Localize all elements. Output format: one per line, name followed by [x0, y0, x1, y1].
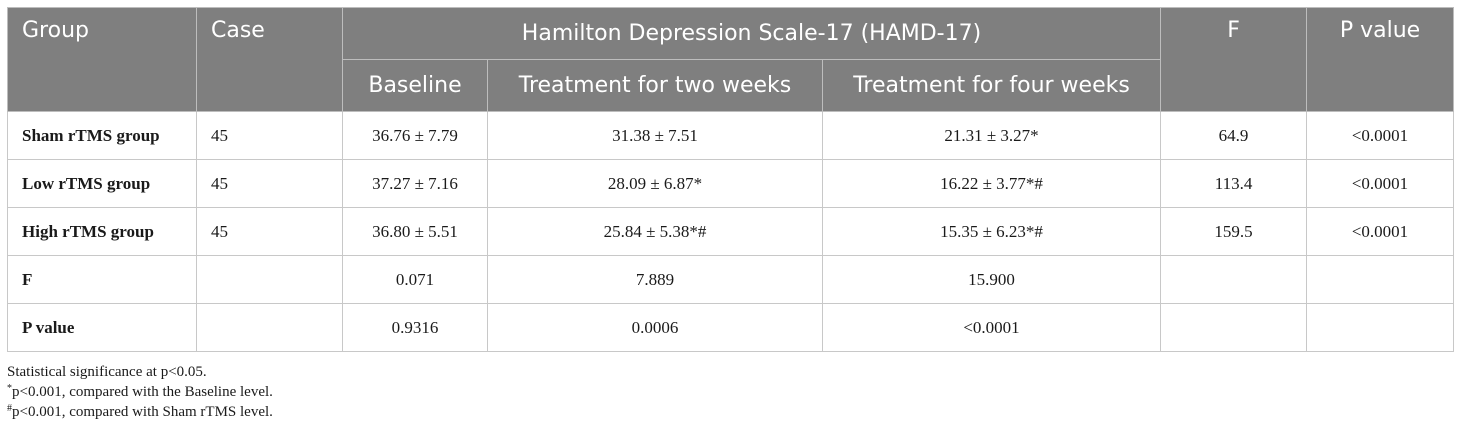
table-body: Sham rTMS group 45 36.76 ± 7.79 31.38 ± … — [7, 111, 1455, 352]
table-row: Low rTMS group 45 37.27 ± 7.16 28.09 ± 6… — [7, 159, 1455, 208]
cell-p-value: <0.0001 — [1306, 111, 1455, 160]
cell-p-value — [1306, 303, 1455, 352]
cell-p-value: <0.0001 — [1306, 207, 1455, 256]
table-row: High rTMS group 45 36.80 ± 5.51 25.84 ± … — [7, 207, 1455, 256]
cell-two-weeks: 31.38 ± 7.51 — [487, 111, 823, 160]
cell-two-weeks: 0.0006 — [487, 303, 823, 352]
cell-baseline: 0.071 — [342, 255, 488, 304]
cell-four-weeks: <0.0001 — [821, 303, 1162, 352]
cell-p-value: <0.0001 — [1306, 159, 1455, 208]
cell-f: 64.9 — [1160, 111, 1308, 160]
table-footnotes: Statistical significance at p<0.05. *p<0… — [7, 362, 273, 422]
cell-f — [1160, 255, 1308, 304]
cell-f — [1160, 303, 1308, 352]
header-group: Group — [7, 7, 197, 112]
cell-case: 45 — [196, 159, 343, 208]
table-row: P value 0.9316 0.0006 <0.0001 — [7, 303, 1455, 352]
header-case: Case — [196, 7, 343, 112]
results-table-container: Group Case Hamilton Depression Scale-17 … — [7, 7, 1455, 352]
table-row: Sham rTMS group 45 36.76 ± 7.79 31.38 ± … — [7, 111, 1455, 160]
cell-group: High rTMS group — [7, 207, 197, 256]
header-baseline: Baseline — [342, 59, 488, 112]
cell-case — [196, 303, 343, 352]
cell-baseline: 37.27 ± 7.16 — [342, 159, 488, 208]
cell-case: 45 — [196, 207, 343, 256]
cell-four-weeks: 15.35 ± 6.23*# — [821, 207, 1162, 256]
footnote-significance: Statistical significance at p<0.05. — [7, 364, 207, 380]
cell-four-weeks: 21.31 ± 3.27* — [821, 111, 1162, 160]
header-p-value: P value — [1306, 7, 1455, 112]
header-four-weeks: Treatment for four weeks — [821, 59, 1162, 112]
cell-baseline: 36.76 ± 7.79 — [342, 111, 488, 160]
footnote-asterisk-text: p<0.001, compared with the Baseline leve… — [12, 384, 273, 400]
cell-group: Low rTMS group — [7, 159, 197, 208]
hamd-results-table: Group Case Hamilton Depression Scale-17 … — [7, 7, 1455, 352]
header-f: F — [1160, 7, 1308, 112]
cell-two-weeks: 28.09 ± 6.87* — [487, 159, 823, 208]
footnote-hash: #p<0.001, compared with Sham rTMS level. — [7, 402, 273, 422]
header-hamd: Hamilton Depression Scale-17 (HAMD-17) — [341, 7, 1162, 60]
cell-f: 159.5 — [1160, 207, 1308, 256]
header-row-2: Baseline Treatment for two weeks Treatme… — [8, 59, 1454, 112]
cell-baseline: 0.9316 — [342, 303, 488, 352]
footnote-hash-text: p<0.001, compared with Sham rTMS level. — [12, 404, 273, 420]
header-two-weeks: Treatment for two weeks — [487, 59, 823, 112]
cell-group: F — [7, 255, 197, 304]
cell-group: P value — [7, 303, 197, 352]
footnote-asterisk: *p<0.001, compared with the Baseline lev… — [7, 382, 273, 402]
table-header: Group Case Hamilton Depression Scale-17 … — [7, 7, 1455, 112]
cell-f: 113.4 — [1160, 159, 1308, 208]
cell-four-weeks: 15.900 — [821, 255, 1162, 304]
cell-two-weeks: 7.889 — [487, 255, 823, 304]
cell-two-weeks: 25.84 ± 5.38*# — [487, 207, 823, 256]
cell-baseline: 36.80 ± 5.51 — [342, 207, 488, 256]
cell-case: 45 — [196, 111, 343, 160]
cell-four-weeks: 16.22 ± 3.77*# — [821, 159, 1162, 208]
cell-case — [196, 255, 343, 304]
footnote-asterisk-mark: * — [7, 383, 12, 394]
cell-p-value — [1306, 255, 1455, 304]
cell-group: Sham rTMS group — [7, 111, 197, 160]
header-row-1: Group Case Hamilton Depression Scale-17 … — [7, 7, 1455, 112]
footnote-hash-mark: # — [7, 403, 12, 414]
table-row: F 0.071 7.889 15.900 — [7, 255, 1455, 304]
